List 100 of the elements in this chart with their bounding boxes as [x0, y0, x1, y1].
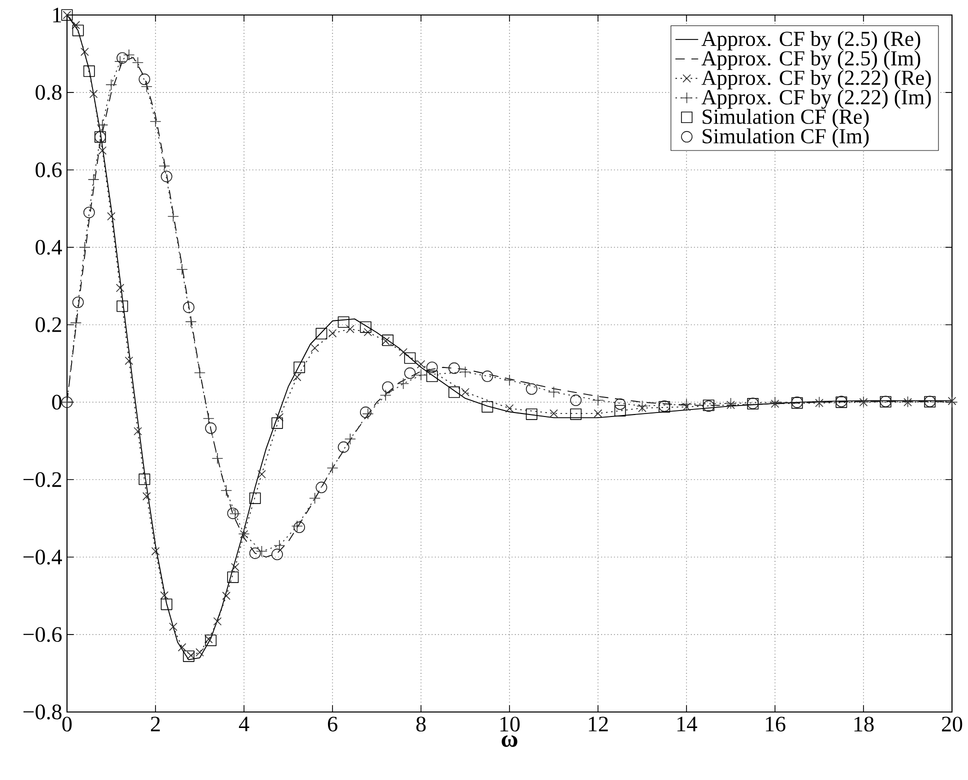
point	[205, 422, 217, 434]
point	[185, 316, 197, 328]
point	[72, 24, 84, 36]
point	[380, 390, 392, 401]
point	[338, 441, 350, 453]
point	[292, 372, 302, 382]
point	[505, 404, 514, 413]
y-tick-label: 0.2	[36, 317, 62, 332]
point	[948, 396, 956, 406]
point	[116, 284, 124, 292]
x-tick-label: 10	[500, 716, 520, 732]
point	[614, 398, 626, 410]
point	[770, 400, 780, 408]
point	[160, 170, 172, 182]
point	[182, 302, 194, 314]
point	[249, 547, 261, 559]
point	[150, 116, 162, 128]
point	[310, 344, 319, 352]
point	[222, 592, 230, 600]
point	[482, 370, 494, 382]
point	[140, 80, 152, 92]
x-tick-label: 6	[328, 716, 338, 732]
point	[167, 210, 179, 222]
point	[769, 396, 781, 408]
point	[461, 388, 470, 396]
y-tick-label: −0.6	[23, 627, 62, 642]
point	[326, 462, 338, 474]
point	[291, 520, 303, 532]
point	[249, 492, 261, 504]
x-tick-label: 14	[677, 716, 698, 732]
point	[636, 400, 648, 412]
point	[106, 78, 117, 90]
point	[398, 378, 410, 390]
point	[570, 408, 582, 420]
x-tick-label: 16	[766, 716, 786, 732]
point	[274, 540, 286, 552]
point	[186, 651, 196, 660]
point	[381, 336, 390, 346]
point	[814, 396, 825, 408]
point	[258, 470, 266, 478]
point	[382, 334, 394, 346]
point	[399, 348, 408, 356]
point	[526, 383, 538, 395]
point	[70, 317, 82, 329]
point	[726, 400, 735, 410]
point	[271, 548, 283, 560]
point	[88, 174, 100, 186]
point	[360, 321, 372, 333]
point	[725, 398, 736, 410]
point	[415, 369, 427, 381]
point	[124, 356, 134, 365]
point	[309, 492, 321, 504]
point	[227, 572, 239, 583]
point	[116, 300, 128, 312]
x-axis-title: ω	[502, 735, 518, 747]
point	[316, 482, 328, 494]
point	[271, 417, 283, 429]
point	[550, 409, 558, 418]
point	[592, 394, 604, 406]
point	[151, 547, 160, 556]
point	[364, 328, 372, 336]
point	[89, 90, 98, 98]
point	[114, 56, 126, 68]
x-tick-label: 12	[588, 716, 608, 732]
point	[142, 492, 151, 500]
point	[362, 408, 374, 420]
point	[946, 396, 958, 408]
point	[78, 242, 90, 254]
point	[158, 160, 170, 172]
point	[132, 56, 144, 68]
y-tick-label: −0.8	[23, 704, 62, 720]
point	[504, 374, 516, 386]
point	[169, 622, 178, 631]
point	[682, 402, 691, 412]
point	[638, 404, 646, 412]
point	[134, 427, 142, 436]
point	[230, 562, 240, 572]
point	[594, 409, 602, 418]
legend-label: Approx. CF by (2.22) (Re)	[702, 70, 931, 90]
point	[83, 206, 95, 218]
point	[460, 366, 471, 378]
point	[614, 404, 626, 416]
point	[328, 329, 337, 338]
y-tick-label: 1	[53, 8, 61, 22]
x-tick-label: 20	[942, 716, 962, 732]
legend-label: Simulation CF (Im)	[702, 128, 869, 148]
point	[316, 328, 328, 340]
point	[138, 474, 150, 485]
point	[426, 362, 438, 374]
point	[416, 360, 426, 368]
point	[72, 296, 84, 308]
y-tick-label: 0.4	[36, 240, 62, 255]
point	[344, 433, 356, 445]
y-tick-label: −0.2	[23, 472, 62, 488]
point	[294, 362, 306, 374]
point	[382, 381, 394, 393]
x-tick-label: 18	[854, 716, 874, 732]
x-tick-label: 0	[62, 716, 72, 732]
point	[220, 484, 232, 496]
y-tick-label: −0.4	[23, 550, 62, 565]
